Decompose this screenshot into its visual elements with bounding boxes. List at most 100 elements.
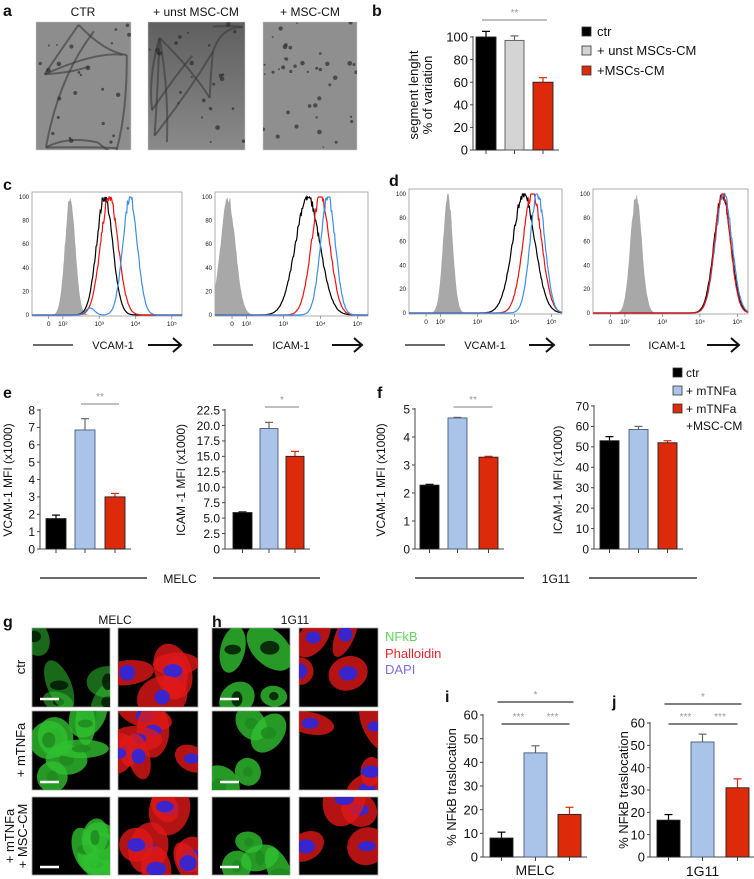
y-tick-label: 0 xyxy=(403,542,410,556)
y-tick-label: 10 xyxy=(464,826,478,841)
legend-swatch-ctr xyxy=(581,26,592,37)
y-tick-label: 0 xyxy=(26,313,30,319)
y-tick-label: 30 xyxy=(464,779,478,794)
tube-formation-image xyxy=(147,21,246,151)
significance-label: ** xyxy=(96,392,104,403)
y-tick-label: 6 xyxy=(28,438,35,452)
y-tick-label: 40 xyxy=(464,755,478,770)
panel-label-j: j xyxy=(611,694,616,711)
y-axis-label: % NFkB traslocation xyxy=(616,731,631,849)
x-axis-label: MELC xyxy=(516,862,555,878)
significance-label: *** xyxy=(714,712,726,723)
y-tick-label: 60 xyxy=(399,240,406,246)
isotype-histogram xyxy=(32,197,182,315)
bar-ctr xyxy=(599,440,620,550)
x-tick-label: 10³ xyxy=(473,319,483,326)
bar-ctr xyxy=(656,819,681,858)
legend-label: +MSC-CM xyxy=(686,419,742,433)
y-tick-label: 60 xyxy=(576,420,590,434)
y-tick-label: 20 xyxy=(583,287,590,293)
phalloidin-dapi-micrograph xyxy=(298,627,379,708)
y-tick-label: 100 xyxy=(580,192,591,198)
y-tick-label: 20.0 xyxy=(197,419,221,433)
significance-label: *** xyxy=(680,712,692,723)
col-title-1g11: 1G11 xyxy=(281,613,310,627)
y-tick-label: 40 xyxy=(205,266,212,272)
bar--mtnfa-msc-cm xyxy=(657,442,678,550)
y-tick-label: 4 xyxy=(403,430,410,444)
bar-ctr xyxy=(232,512,253,550)
x-tick-label: 0 xyxy=(47,321,51,328)
panel-label-f: f xyxy=(377,385,383,402)
y-tick-label: 50 xyxy=(576,440,590,454)
bar-ctr xyxy=(45,518,67,550)
legend-swatch-ctr xyxy=(672,367,683,378)
panel-label-d: d xyxy=(389,173,399,190)
stain-legend-nfkb: NFkB xyxy=(385,629,418,644)
row-label-mtnfa-msc-line2: + MSC-CM xyxy=(15,804,30,869)
y-tick-label: 20 xyxy=(205,289,212,295)
y-tick-label: 40 xyxy=(22,266,29,272)
bar-ctr xyxy=(475,36,497,151)
x-tick-label: 0 xyxy=(424,319,428,326)
legend-label: + mTNFa xyxy=(686,384,737,398)
y-tick-label: 60 xyxy=(464,708,478,723)
x-tick-label: 10³ xyxy=(279,321,289,328)
bar--mtnfa-msc-cm xyxy=(725,787,750,858)
y-tick-label: 0 xyxy=(461,143,468,158)
y-tick-label: 20 xyxy=(576,501,590,515)
y-tick-label: 100 xyxy=(446,30,468,45)
micrograph-layer xyxy=(31,21,379,876)
y-tick-label: 60 xyxy=(631,716,645,731)
isotype-histogram xyxy=(215,197,368,315)
histogram-curve xyxy=(215,196,368,316)
bar-chart-f2: 0 10 20 30 40 50 60 70 ICAM-1 MFI (x1000) xyxy=(551,399,683,556)
y-tick-label: 20 xyxy=(22,289,29,295)
histogram-curve xyxy=(409,193,563,314)
y-tick-label: 30 xyxy=(576,481,590,495)
group-label-melc: MELC xyxy=(163,572,197,586)
y-tick-label: 20 xyxy=(454,120,468,135)
axis-label-vcam: VCAM-1 xyxy=(464,340,506,352)
y-tick-label: 10 xyxy=(576,522,590,536)
y-tick-label: 40 xyxy=(583,263,590,269)
significance-label: ** xyxy=(469,395,477,406)
bar--unst-mscs-cm xyxy=(504,39,525,151)
y-tick-label: 2 xyxy=(403,486,410,500)
y-tick-label: 80 xyxy=(454,52,468,67)
legend-label: + unst MSCs-CM xyxy=(597,43,696,58)
y-axis-label: segment lenght xyxy=(406,50,421,139)
nfkb-micrograph xyxy=(31,627,111,708)
group-label-1g11: 1G11 xyxy=(542,572,571,586)
y-tick-label: 0 xyxy=(403,311,407,317)
y-tick-label: 80 xyxy=(205,219,212,225)
bar--mtnfa-msc-cm xyxy=(285,455,305,550)
y-tick-label: 30 xyxy=(631,783,645,798)
significance-label: *** xyxy=(547,712,559,723)
plot-frame xyxy=(31,191,183,317)
y-tick-label: 7 xyxy=(28,421,35,435)
histogram-d2: 0 20 40 60 80 100 0 10² 10³ 10⁴ 10⁵ xyxy=(580,188,749,326)
y-tick-label: 0 xyxy=(28,542,35,556)
y-tick-label: 15.0 xyxy=(197,450,221,464)
histogram-d1: 0 20 40 60 80 100 0 10² 10³ 10⁴ 10⁵ xyxy=(396,188,563,326)
bar--mtnfa xyxy=(628,429,649,550)
x-tick-label: 10³ xyxy=(658,319,668,326)
bar--mtnfa xyxy=(259,428,279,550)
y-tick-label: 0 xyxy=(638,850,645,865)
row-label-ctr: ctr xyxy=(13,659,28,674)
x-tick-label: 10⁵ xyxy=(167,321,177,328)
panel-label-g: g xyxy=(3,614,13,631)
nfkb-micrograph xyxy=(31,710,111,791)
y-tick-label: 50 xyxy=(631,738,645,753)
x-tick-label: 10⁵ xyxy=(733,319,743,326)
x-axis-label: 1G11 xyxy=(686,863,719,879)
bar-chart-f1: 0 1 2 3 4 5 ** VCAM-1 MFI (x1000) xyxy=(374,395,504,556)
axis-label-vcam: VCAM-1 xyxy=(92,340,134,352)
y-tick-label: 40 xyxy=(454,97,468,112)
legend-label: ctr xyxy=(686,366,699,380)
y-tick-label: 0 xyxy=(209,313,213,319)
y-tick-label: 10.0 xyxy=(197,481,221,495)
legend-ef: ctr + mTNFa + mTNFa +MSC-CM xyxy=(672,366,742,433)
stain-legend-phalloidin: Phalloidin xyxy=(385,646,441,661)
